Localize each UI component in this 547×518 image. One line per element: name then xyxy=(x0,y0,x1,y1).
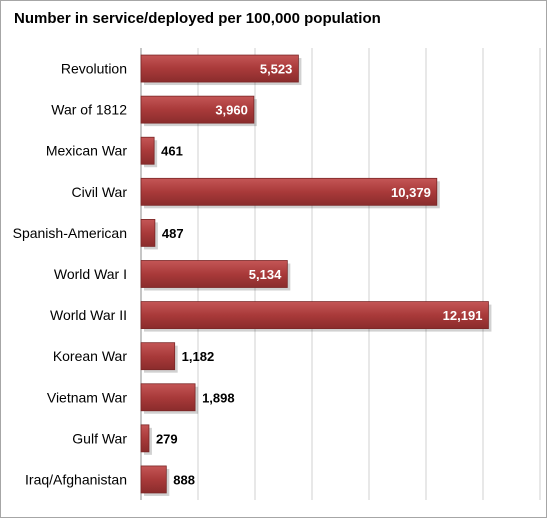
bar xyxy=(140,95,255,124)
category-labels: Revolution War of 1812 Mexican War Civil Wa… xyxy=(13,61,128,488)
category-label: Civil War xyxy=(72,184,128,200)
bar xyxy=(140,136,155,165)
data-label: 461 xyxy=(161,144,183,159)
category-label: Iraq/Afghanistan xyxy=(25,471,127,487)
bars xyxy=(140,54,492,496)
bar xyxy=(140,465,167,494)
category-label: Revolution xyxy=(61,61,127,77)
category-label: Gulf War xyxy=(72,430,127,446)
data-label: 1,898 xyxy=(202,390,235,405)
category-label: Mexican War xyxy=(46,143,128,159)
data-label: 888 xyxy=(173,472,195,487)
data-labels: 5,523 3,960 461 10,379 487 5,134 12,191 1,182 1,… xyxy=(156,62,482,488)
data-label: 3,960 xyxy=(215,103,248,118)
category-label: World War II xyxy=(50,307,127,323)
category-label: World War I xyxy=(54,266,127,282)
data-label: 279 xyxy=(156,431,178,446)
data-label: 487 xyxy=(162,226,184,241)
data-label: 5,134 xyxy=(249,267,282,282)
bar xyxy=(140,54,299,83)
category-label: Vietnam War xyxy=(47,389,127,405)
category-label: Spanish-American xyxy=(13,225,127,241)
data-label: 5,523 xyxy=(260,62,293,77)
category-label: Korean War xyxy=(53,348,128,364)
data-label: 1,182 xyxy=(182,349,215,364)
bar xyxy=(140,342,176,371)
bar xyxy=(140,177,438,206)
data-label: 12,191 xyxy=(443,308,483,323)
bar xyxy=(140,219,156,247)
chart-title: Number in service/deployed per 100,000 p… xyxy=(14,10,381,27)
category-label: War of 1812 xyxy=(51,102,127,118)
bar xyxy=(140,383,196,412)
bar xyxy=(140,301,489,329)
bar xyxy=(140,424,150,453)
bar xyxy=(140,260,288,288)
data-label: 10,379 xyxy=(391,185,431,200)
